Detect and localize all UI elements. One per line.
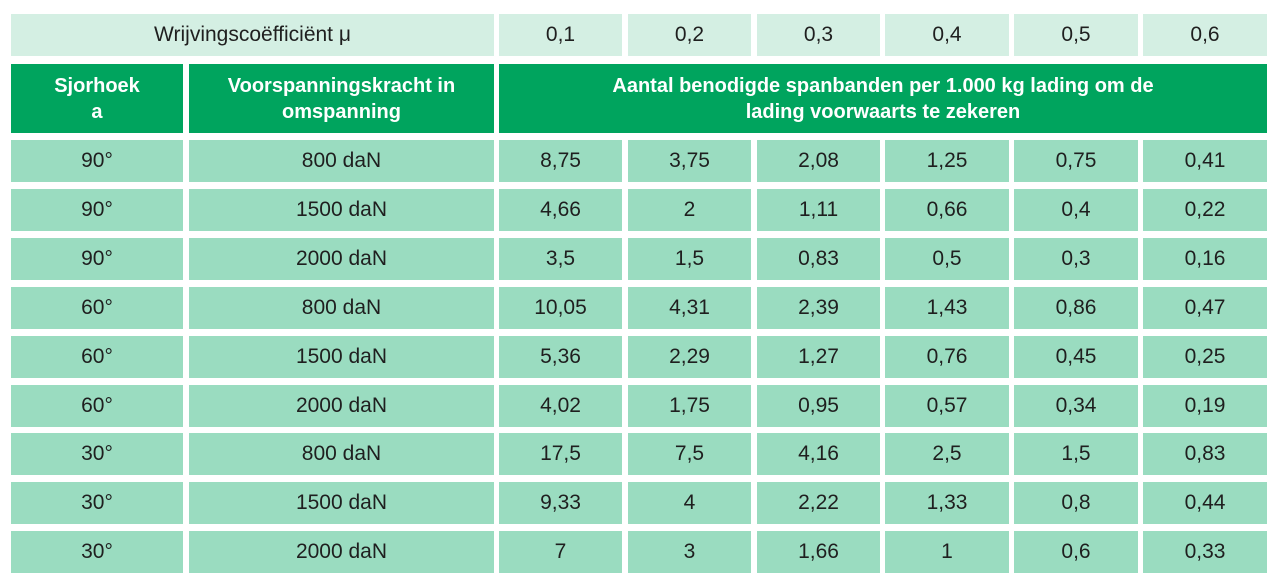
mu-0-4-cell: 1,43 (885, 287, 1009, 329)
mu-0-6-cell: 0,33 (1143, 531, 1267, 573)
pretension-cell: 800 daN (189, 140, 494, 182)
mu-0-2-cell: 3,75 (628, 140, 751, 182)
mu-0-4-cell: 2,5 (885, 433, 1009, 475)
mu-0-4-cell: 0,5 (885, 238, 1009, 280)
pretension-cell: 800 daN (189, 287, 494, 329)
mu-0-5-cell: 0,86 (1014, 287, 1138, 329)
friction-coefficient-label: Wrijvingscoëfficiënt μ (11, 14, 494, 56)
mu-0-1-cell: 8,75 (499, 140, 622, 182)
mu-0-3-cell: 0,95 (757, 385, 880, 427)
mu-0-6-cell: 0,83 (1143, 433, 1267, 475)
mu-0-1-cell: 3,5 (499, 238, 622, 280)
pretension-cell: 1500 daN (189, 189, 494, 231)
mu-0-1-cell: 10,05 (499, 287, 622, 329)
mu-0-3-cell: 1,66 (757, 531, 880, 573)
mu-0-5-cell: 0,4 (1014, 189, 1138, 231)
angle-cell: 60° (11, 287, 183, 329)
pretension-cell: 2000 daN (189, 238, 494, 280)
pretension-cell: 2000 daN (189, 385, 494, 427)
angle-cell: 60° (11, 336, 183, 378)
mu-0-4-cell: 0,57 (885, 385, 1009, 427)
mu-0-2-cell: 2 (628, 189, 751, 231)
angle-cell: 30° (11, 482, 183, 524)
pretension-cell: 1500 daN (189, 482, 494, 524)
mu-value-5: 0,5 (1014, 14, 1138, 56)
mu-0-3-cell: 2,08 (757, 140, 880, 182)
pretension-cell: 800 daN (189, 433, 494, 475)
mu-0-2-cell: 7,5 (628, 433, 751, 475)
mu-0-2-cell: 1,75 (628, 385, 751, 427)
mu-0-4-cell: 1 (885, 531, 1009, 573)
mu-0-6-cell: 0,44 (1143, 482, 1267, 524)
mu-0-5-cell: 0,75 (1014, 140, 1138, 182)
mu-value-3: 0,3 (757, 14, 880, 56)
mu-0-6-cell: 0,22 (1143, 189, 1267, 231)
mu-0-1-cell: 7 (499, 531, 622, 573)
mu-0-6-cell: 0,41 (1143, 140, 1267, 182)
mu-0-3-cell: 0,83 (757, 238, 880, 280)
mu-0-4-cell: 1,33 (885, 482, 1009, 524)
mu-0-5-cell: 0,6 (1014, 531, 1138, 573)
angle-cell: 90° (11, 189, 183, 231)
mu-value-6: 0,6 (1143, 14, 1267, 56)
mu-0-2-cell: 4 (628, 482, 751, 524)
mu-0-2-cell: 3 (628, 531, 751, 573)
mu-value-1: 0,1 (499, 14, 622, 56)
mu-0-1-cell: 4,02 (499, 385, 622, 427)
angle-cell: 30° (11, 433, 183, 475)
angle-cell: 30° (11, 531, 183, 573)
mu-0-1-cell: 4,66 (499, 189, 622, 231)
mu-0-2-cell: 1,5 (628, 238, 751, 280)
mu-0-6-cell: 0,25 (1143, 336, 1267, 378)
mu-0-4-cell: 0,66 (885, 189, 1009, 231)
mu-value-2: 0,2 (628, 14, 751, 56)
mu-0-3-cell: 1,27 (757, 336, 880, 378)
mu-0-6-cell: 0,19 (1143, 385, 1267, 427)
mu-0-1-cell: 17,5 (499, 433, 622, 475)
mu-0-4-cell: 0,76 (885, 336, 1009, 378)
mu-0-1-cell: 9,33 (499, 482, 622, 524)
angle-cell: 90° (11, 238, 183, 280)
mu-0-5-cell: 0,8 (1014, 482, 1138, 524)
mu-0-3-cell: 4,16 (757, 433, 880, 475)
header-strap-count: Aantal benodigde spanbanden per 1.000 kg… (499, 64, 1267, 133)
mu-0-4-cell: 1,25 (885, 140, 1009, 182)
mu-0-6-cell: 0,47 (1143, 287, 1267, 329)
mu-0-3-cell: 2,22 (757, 482, 880, 524)
angle-cell: 60° (11, 385, 183, 427)
mu-0-2-cell: 2,29 (628, 336, 751, 378)
mu-0-5-cell: 1,5 (1014, 433, 1138, 475)
pretension-cell: 2000 daN (189, 531, 494, 573)
mu-0-5-cell: 0,45 (1014, 336, 1138, 378)
mu-0-6-cell: 0,16 (1143, 238, 1267, 280)
mu-0-1-cell: 5,36 (499, 336, 622, 378)
header-angle: Sjorhoek a (11, 64, 183, 133)
mu-0-2-cell: 4,31 (628, 287, 751, 329)
header-pretension: Voorspanningskracht in omspanning (189, 64, 494, 133)
pretension-cell: 1500 daN (189, 336, 494, 378)
mu-0-5-cell: 0,34 (1014, 385, 1138, 427)
mu-value-4: 0,4 (885, 14, 1009, 56)
mu-0-5-cell: 0,3 (1014, 238, 1138, 280)
angle-cell: 90° (11, 140, 183, 182)
mu-0-3-cell: 2,39 (757, 287, 880, 329)
mu-0-3-cell: 1,11 (757, 189, 880, 231)
